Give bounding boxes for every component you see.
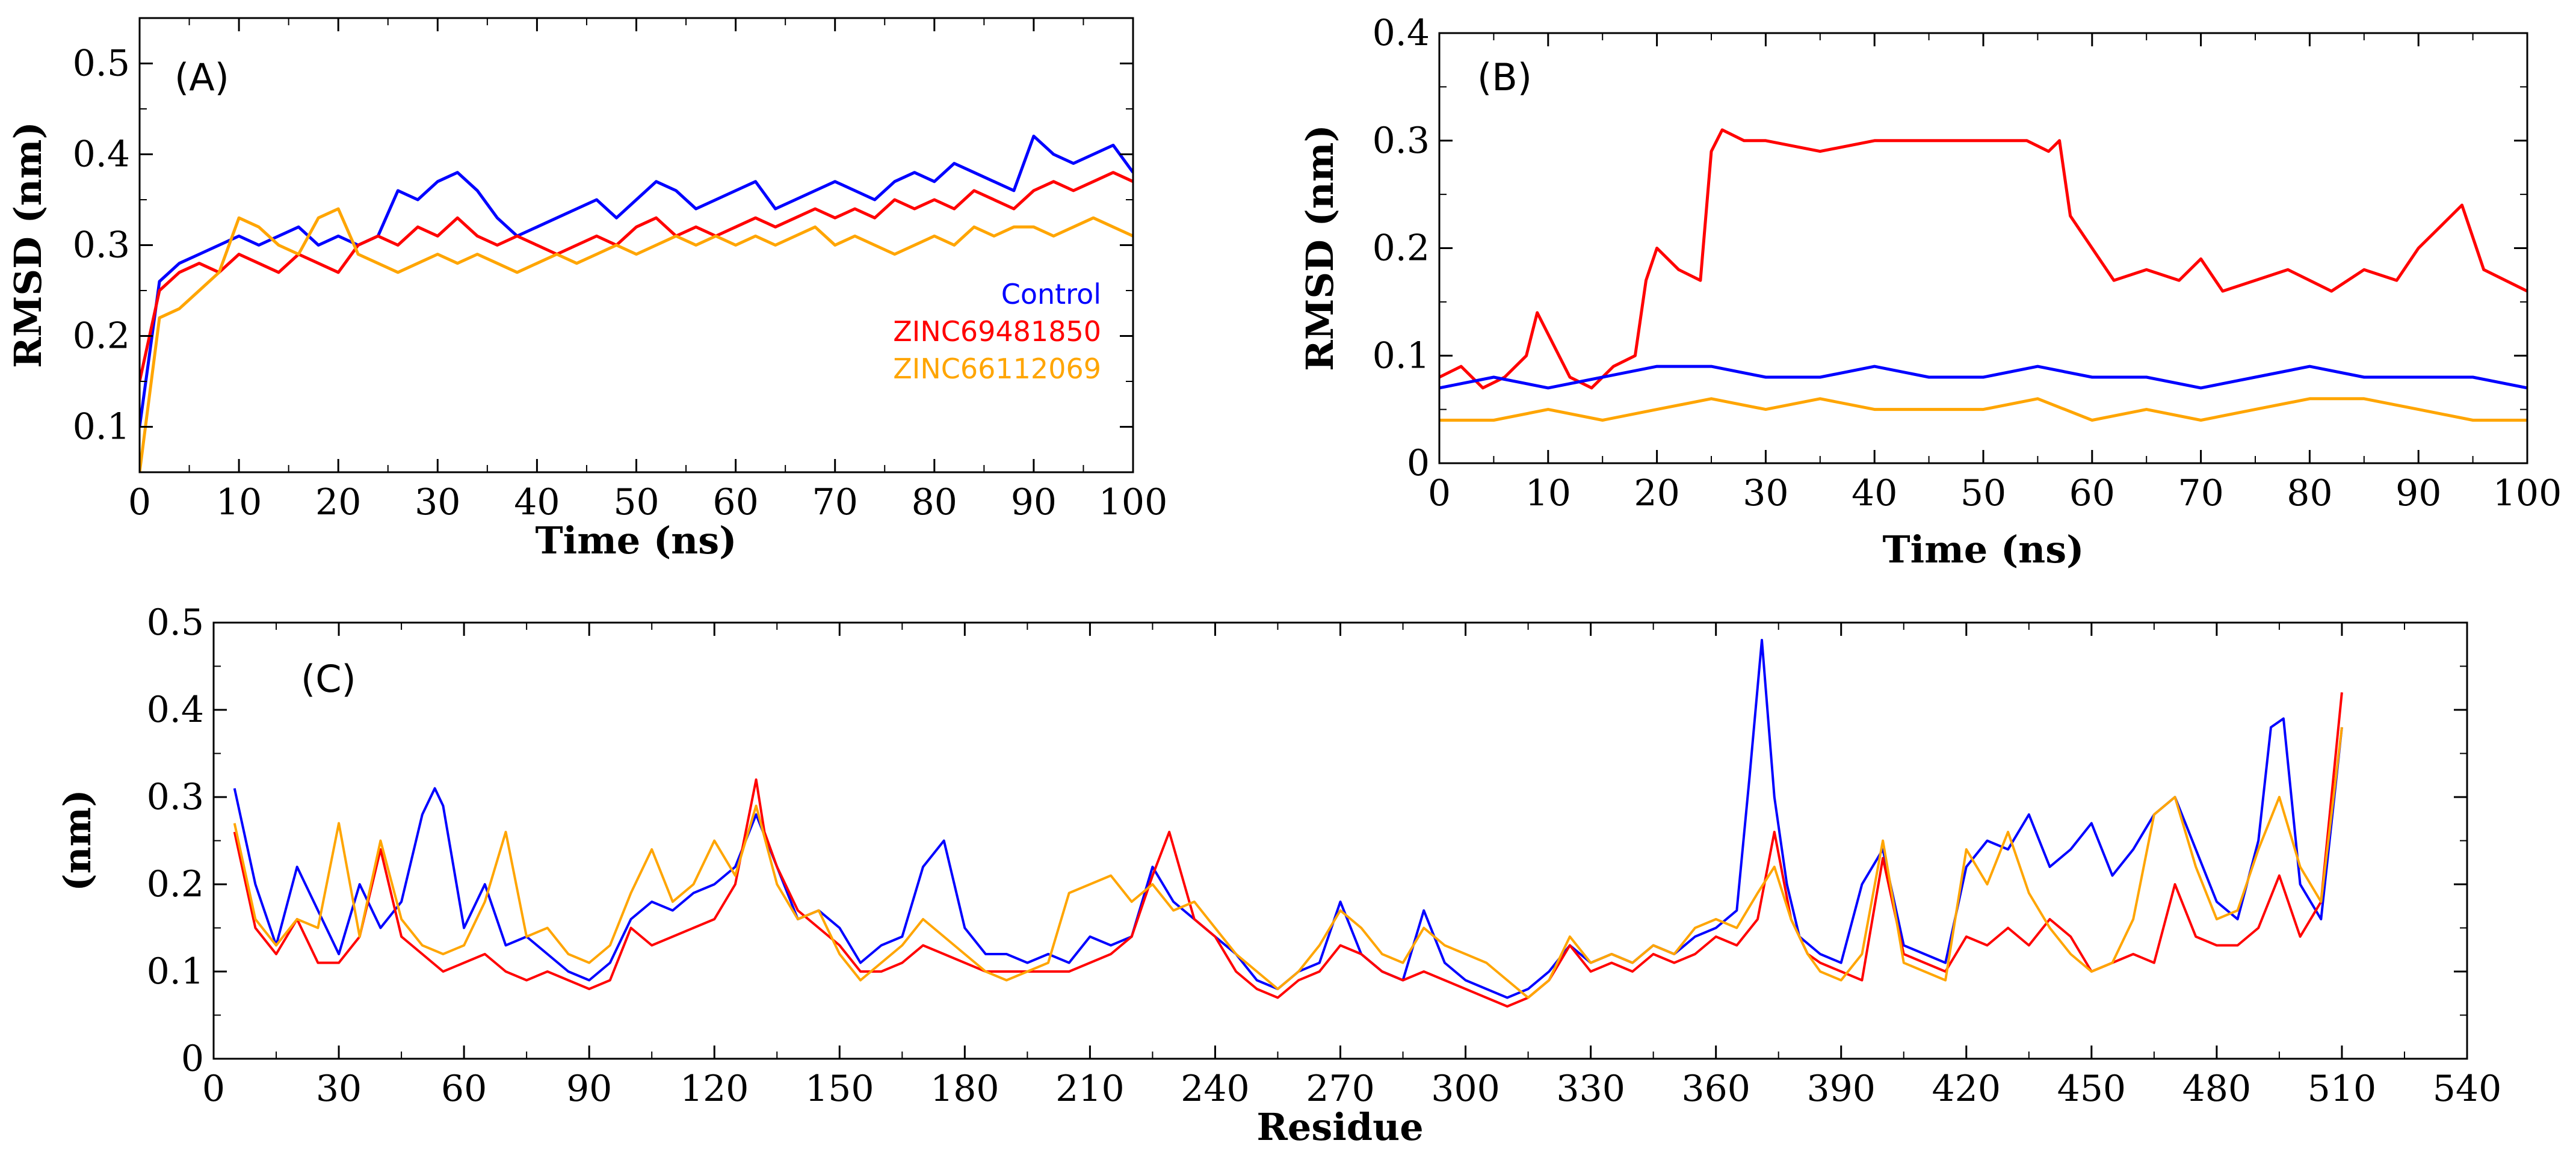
y-tick-label: 0.3 <box>147 776 204 818</box>
x-tick-label: 10 <box>216 481 262 523</box>
series-group <box>233 639 2343 1008</box>
series-group <box>140 134 1133 472</box>
y-tick-label: 0.1 <box>1373 334 1430 377</box>
x-tick-label: 90 <box>1011 481 1057 523</box>
panel-label: (C) <box>301 657 356 701</box>
x-tick-label: 390 <box>1806 1068 1876 1110</box>
legend-entry: ZINC69481850 <box>893 315 1101 348</box>
x-tick-label: 270 <box>1306 1068 1375 1110</box>
x-tick-label: 80 <box>2287 472 2332 514</box>
x-tick-label: 20 <box>315 481 361 523</box>
series-line-zinc69481850 <box>233 692 2343 1008</box>
x-tick-label: 420 <box>1932 1068 2001 1110</box>
x-axis-label: Time (ns) <box>1883 528 2084 571</box>
x-tick-label: 0 <box>202 1068 225 1110</box>
x-axis-label: Time (ns) <box>536 519 737 562</box>
x-tick-label: 40 <box>514 481 560 523</box>
x-tick-label: 120 <box>680 1068 749 1110</box>
x-tick-label: 510 <box>2308 1068 2377 1110</box>
x-tick-label: 90 <box>2395 472 2441 514</box>
y-tick-label: 0.2 <box>147 863 204 905</box>
series-line-zinc66112069 <box>140 207 1133 472</box>
x-tick-label: 50 <box>613 481 659 523</box>
x-tick-label: 60 <box>2069 472 2115 514</box>
y-tick-label: 0.3 <box>1373 120 1430 162</box>
y-axis-label: RMSD (nm) <box>6 122 50 368</box>
x-tick-label: 70 <box>812 481 858 523</box>
x-axis-label: Residue <box>1256 1105 1423 1149</box>
y-tick-label: 0.5 <box>147 602 204 644</box>
chart-panel-c: 0 30 60 90 120 150 180 210 240 270 300 330 360 390 420… <box>55 602 2501 1149</box>
y-tick-label: 0.3 <box>73 224 130 266</box>
x-tick-label: 210 <box>1055 1068 1125 1110</box>
legend-entry: Control <box>1001 278 1101 310</box>
x-tick-label: 450 <box>2057 1068 2127 1110</box>
y-tick-label: 0.4 <box>73 134 130 176</box>
x-tick-label: 10 <box>1525 472 1571 514</box>
panel-label: (A) <box>175 55 229 99</box>
chart-panel-a: 0 10 20 30 40 50 60 70 80 90 100 0.1 0.2 0.3 0.4 0.5 Tim… <box>6 17 1168 562</box>
x-tick-label: 360 <box>1681 1068 1750 1110</box>
x-tick-label: 100 <box>2493 472 2562 514</box>
axes-frame <box>212 621 2468 1060</box>
x-tick-label: 330 <box>1556 1068 1625 1110</box>
y-tick-label: 0.4 <box>1373 12 1430 54</box>
y-tick-label: 0.4 <box>147 689 204 731</box>
series-line-zinc69481850 <box>1439 128 2527 390</box>
x-tick-label: 540 <box>2433 1068 2502 1110</box>
panel-label: (B) <box>1477 55 1532 99</box>
x-tick-label: 40 <box>1852 472 1897 514</box>
series-line-control <box>1439 365 2527 390</box>
x-tick-label: 30 <box>415 481 460 523</box>
axes-frame <box>138 17 1134 473</box>
y-tick-label: 0.2 <box>73 315 130 357</box>
series-line-zinc66112069 <box>233 727 2343 999</box>
series-line-control <box>140 134 1133 427</box>
x-tick-label: 100 <box>1099 481 1168 523</box>
x-tick-label: 90 <box>566 1068 612 1110</box>
x-tick-label: 0 <box>1428 472 1451 514</box>
x-tick-label: 30 <box>316 1068 362 1110</box>
x-tick-label: 80 <box>912 481 957 523</box>
x-tick-label: 480 <box>2182 1068 2252 1110</box>
series-line-zinc66112069 <box>1439 397 2527 422</box>
x-tick-label: 0 <box>128 481 151 523</box>
legend: Control ZINC69481850 ZINC66112069 <box>893 278 1101 385</box>
series-line-zinc69481850 <box>140 171 1133 382</box>
x-tick-label: 60 <box>712 481 758 523</box>
y-tick-label: 0.2 <box>1373 227 1430 269</box>
x-tick-label: 240 <box>1181 1068 1250 1110</box>
x-tick-label: 30 <box>1743 472 1788 514</box>
y-tick-label: 0 <box>1407 442 1430 484</box>
y-tick-label: 0.5 <box>73 43 130 85</box>
x-tick-label: 60 <box>441 1068 487 1110</box>
y-axis-label: (nm) <box>55 789 99 891</box>
x-tick-label: 180 <box>930 1068 999 1110</box>
chart-panel-b: 0 10 20 30 40 50 60 70 80 90 100 0 0.1 0.2 0.3 0.4 Time … <box>1298 12 2562 571</box>
x-tick-label: 150 <box>805 1068 874 1110</box>
legend-entry: ZINC66112069 <box>893 353 1101 385</box>
y-tick-label: 0 <box>181 1038 204 1080</box>
x-tick-label: 20 <box>1634 472 1679 514</box>
y-tick-label: 0.1 <box>73 406 130 448</box>
x-tick-label: 300 <box>1431 1068 1500 1110</box>
x-tick-label: 70 <box>2178 472 2223 514</box>
y-tick-label: 0.1 <box>147 950 204 993</box>
x-tick-label: 50 <box>1960 472 2006 514</box>
series-group <box>1439 128 2527 422</box>
series-line-control <box>233 639 2343 999</box>
y-axis-label: RMSD (nm) <box>1298 125 1342 371</box>
